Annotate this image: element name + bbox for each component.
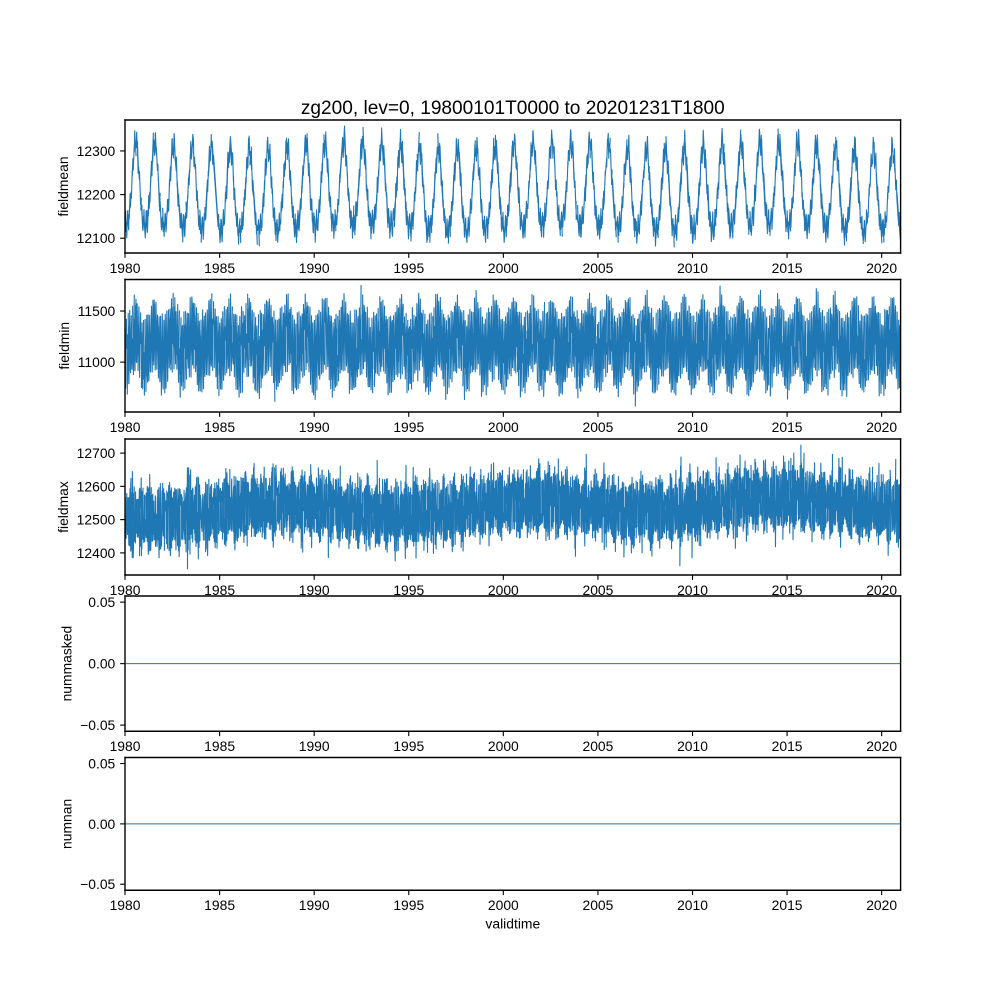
svg-text:1990: 1990 (299, 260, 330, 276)
svg-text:fieldmin: fieldmin (56, 322, 72, 370)
svg-text:1980: 1980 (110, 419, 141, 435)
svg-text:2000: 2000 (488, 738, 519, 754)
svg-text:2005: 2005 (583, 738, 614, 754)
svg-text:12500: 12500 (77, 512, 116, 528)
svg-text:2010: 2010 (677, 419, 708, 435)
svg-text:2020: 2020 (866, 897, 897, 913)
svg-text:1980: 1980 (110, 738, 141, 754)
svg-text:1985: 1985 (204, 897, 235, 913)
svg-text:0.00: 0.00 (88, 656, 115, 672)
svg-text:1990: 1990 (299, 897, 330, 913)
svg-text:2020: 2020 (866, 738, 897, 754)
svg-text:0.05: 0.05 (88, 756, 115, 772)
svg-text:12300: 12300 (77, 143, 116, 159)
svg-text:12400: 12400 (77, 545, 116, 561)
svg-text:2015: 2015 (772, 419, 803, 435)
svg-text:2000: 2000 (488, 419, 519, 435)
svg-text:2010: 2010 (677, 738, 708, 754)
svg-text:1990: 1990 (299, 419, 330, 435)
svg-text:1985: 1985 (204, 738, 235, 754)
svg-text:1985: 1985 (204, 260, 235, 276)
svg-text:2000: 2000 (488, 897, 519, 913)
svg-text:1985: 1985 (204, 419, 235, 435)
svg-text:−0.05: −0.05 (80, 876, 115, 892)
svg-text:2020: 2020 (866, 419, 897, 435)
svg-text:2000: 2000 (488, 260, 519, 276)
svg-text:1995: 1995 (393, 419, 424, 435)
svg-text:2010: 2010 (677, 260, 708, 276)
svg-text:2020: 2020 (866, 260, 897, 276)
svg-text:validtime: validtime (485, 916, 540, 932)
svg-text:1980: 1980 (110, 260, 141, 276)
svg-text:fieldmean: fieldmean (55, 156, 71, 216)
svg-text:2015: 2015 (772, 897, 803, 913)
svg-text:2010: 2010 (677, 897, 708, 913)
svg-text:12100: 12100 (77, 230, 116, 246)
svg-text:11000: 11000 (78, 354, 116, 370)
svg-text:2005: 2005 (583, 419, 614, 435)
svg-text:1995: 1995 (393, 897, 424, 913)
svg-text:1980: 1980 (110, 897, 141, 913)
svg-text:fieldmax: fieldmax (55, 481, 71, 533)
svg-text:1995: 1995 (393, 738, 424, 754)
svg-text:1990: 1990 (299, 738, 330, 754)
svg-text:12200: 12200 (77, 187, 116, 203)
svg-text:0.05: 0.05 (88, 594, 115, 610)
svg-text:2005: 2005 (583, 897, 614, 913)
svg-text:2015: 2015 (772, 260, 803, 276)
svg-text:1995: 1995 (393, 260, 424, 276)
svg-text:0.00: 0.00 (88, 816, 115, 832)
svg-text:nummasked: nummasked (59, 626, 75, 702)
svg-text:zg200, lev=0, 19800101T0000 to: zg200, lev=0, 19800101T0000 to 20201231T… (301, 98, 725, 119)
svg-text:12700: 12700 (77, 445, 116, 461)
svg-text:2015: 2015 (772, 738, 803, 754)
svg-text:12600: 12600 (77, 478, 116, 494)
svg-text:2005: 2005 (583, 260, 614, 276)
svg-text:numnan: numnan (59, 799, 75, 849)
svg-text:−0.05: −0.05 (80, 717, 115, 733)
svg-text:11500: 11500 (78, 303, 116, 319)
